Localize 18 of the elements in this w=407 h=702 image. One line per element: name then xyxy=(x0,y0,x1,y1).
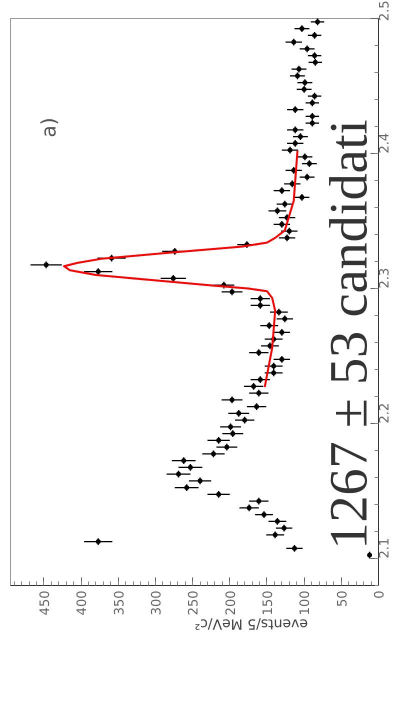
y-tick-label: 2.4 xyxy=(378,132,392,154)
x-tick-label: 100 xyxy=(298,590,314,616)
x-tick-label: 150 xyxy=(260,590,276,616)
y-tick-label: 2.3 xyxy=(378,268,392,288)
y-tick-label: 2.5 xyxy=(378,0,392,22)
x-tick-label: 250 xyxy=(186,590,202,616)
x-tick-label: 450 xyxy=(38,590,53,616)
y-tick-label: 2.2 xyxy=(378,402,392,424)
annotation: 1267 ± 53 candidati xyxy=(318,119,378,550)
y-tick-label: 2.1 xyxy=(378,538,392,558)
x-axis-title: events/5 MeV/c² xyxy=(194,615,308,632)
x-tick-label: 50 xyxy=(335,590,350,608)
x-tick-label: 0 xyxy=(372,590,388,599)
x-tick-label: 400 xyxy=(75,590,90,616)
x-tick-label: 200 xyxy=(224,590,239,616)
x-tick-label: 350 xyxy=(112,590,128,616)
annotation: a) xyxy=(36,117,60,138)
x-tick-label: 300 xyxy=(149,590,164,616)
